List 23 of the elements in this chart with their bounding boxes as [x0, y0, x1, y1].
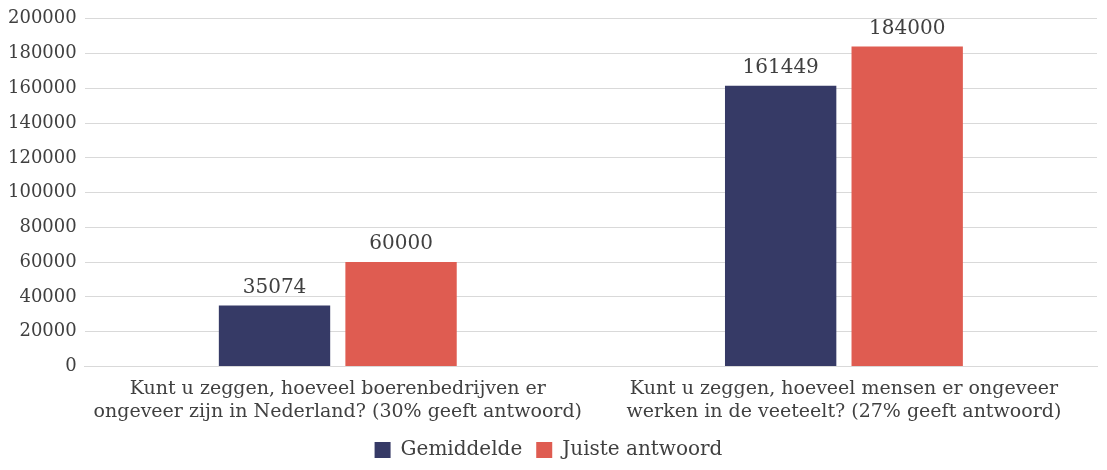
y-tick-label: 140000 [7, 110, 77, 132]
y-tick-label: 100000 [7, 180, 77, 202]
bar [345, 262, 457, 366]
y-tick-label: 120000 [7, 145, 77, 167]
y-tick-label: 80000 [19, 215, 77, 237]
data-label: 184000 [869, 14, 946, 39]
y-tick-label: 60000 [19, 249, 77, 271]
data-label: 161449 [742, 54, 819, 78]
y-tick-label: 180000 [7, 41, 77, 63]
legend-label: Gemiddelde [400, 436, 523, 461]
y-tick-label: 20000 [19, 319, 77, 341]
x-tick-label: Kunt u zeggen, hoeveel boerenbedrijven er ongeveer zijn in Nederland? (30% geeft antwoord) [93, 375, 583, 421]
data-label: 35074 [242, 273, 307, 298]
bar [724, 85, 837, 366]
bar [218, 305, 331, 366]
x-tick-label: Kunt u zeggen, hoeveel mensen er ongeveer werken in de veeteelt? (27% geeft antwoord) [626, 375, 1062, 421]
y-tick-label: 40000 [19, 284, 77, 306]
y-tick-label: 160000 [7, 75, 77, 97]
y-tick-label: 0 [65, 354, 77, 376]
y-tick-label: 200000 [7, 6, 77, 28]
legend-label: Juiste antwoord [560, 436, 723, 461]
bar [851, 46, 963, 366]
data-label: 60000 [369, 230, 433, 255]
